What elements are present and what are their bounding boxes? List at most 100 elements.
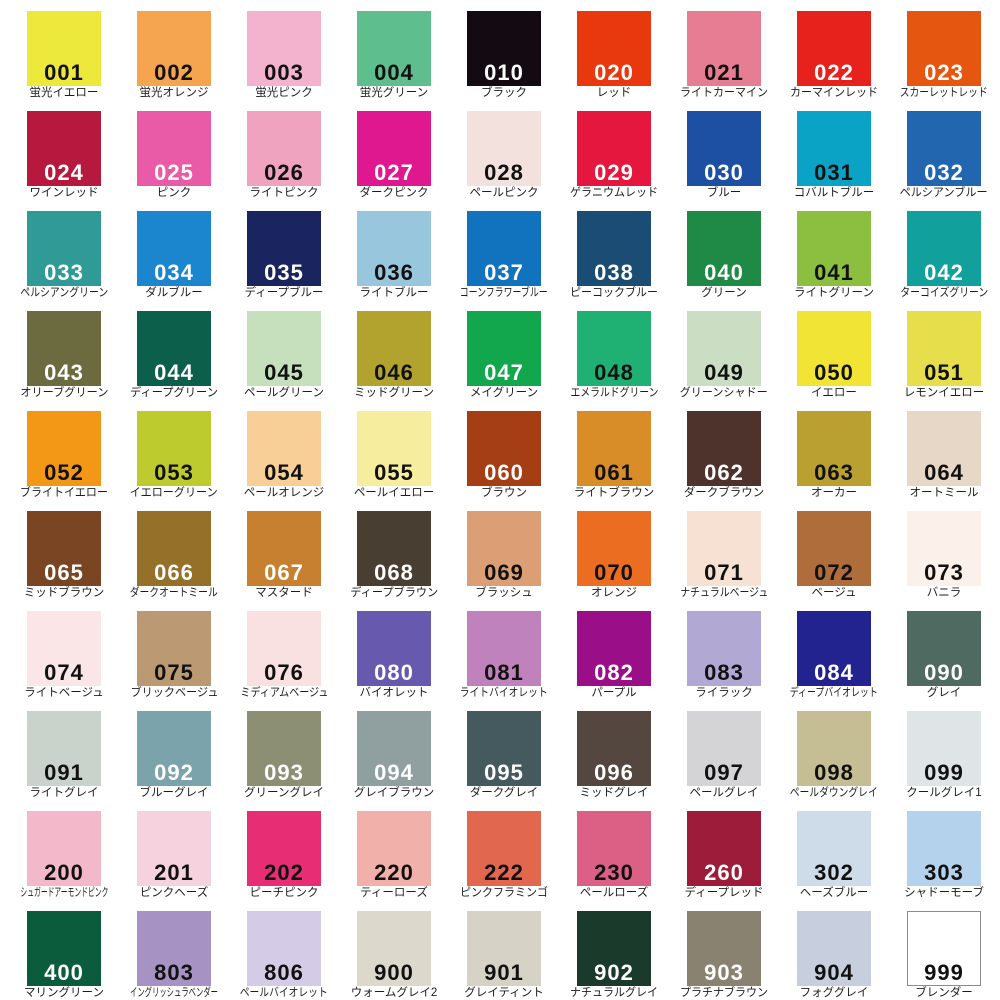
- color-swatch[interactable]: 220: [357, 811, 431, 886]
- color-swatch[interactable]: 003: [247, 11, 321, 86]
- color-swatch[interactable]: 034: [137, 211, 211, 286]
- color-name: ミッドグリーン: [354, 387, 434, 399]
- color-swatch[interactable]: 036: [357, 211, 431, 286]
- color-name: ライラック: [695, 687, 753, 699]
- color-swatch[interactable]: 004: [357, 11, 431, 86]
- color-swatch[interactable]: 230: [577, 811, 651, 886]
- color-swatch[interactable]: 071: [687, 511, 761, 586]
- color-swatch[interactable]: 020: [577, 11, 651, 86]
- color-swatch[interactable]: 901: [467, 911, 541, 986]
- color-swatch[interactable]: 047: [467, 311, 541, 386]
- color-swatch[interactable]: 076: [247, 611, 321, 686]
- color-swatch[interactable]: 029: [577, 111, 651, 186]
- color-swatch[interactable]: 064: [907, 411, 981, 486]
- color-swatch[interactable]: 024: [27, 111, 101, 186]
- color-swatch[interactable]: 074: [27, 611, 101, 686]
- color-code: 010: [484, 60, 524, 85]
- color-swatch[interactable]: 806: [247, 911, 321, 986]
- color-swatch[interactable]: 073: [907, 511, 981, 586]
- color-swatch[interactable]: 021: [687, 11, 761, 86]
- color-code: 042: [924, 260, 964, 285]
- color-swatch[interactable]: 091: [27, 711, 101, 786]
- color-swatch[interactable]: 068: [357, 511, 431, 586]
- color-swatch[interactable]: 045: [247, 311, 321, 386]
- color-swatch[interactable]: 040: [687, 211, 761, 286]
- color-swatch[interactable]: 400: [27, 911, 101, 986]
- color-swatch[interactable]: 038: [577, 211, 651, 286]
- color-swatch[interactable]: 046: [357, 311, 431, 386]
- color-swatch[interactable]: 043: [27, 311, 101, 386]
- color-swatch[interactable]: 096: [577, 711, 651, 786]
- color-swatch[interactable]: 095: [467, 711, 541, 786]
- color-swatch[interactable]: 044: [137, 311, 211, 386]
- color-swatch[interactable]: 902: [577, 911, 651, 986]
- color-swatch[interactable]: 010: [467, 11, 541, 86]
- color-swatch[interactable]: 055: [357, 411, 431, 486]
- color-swatch[interactable]: 037: [467, 211, 541, 286]
- color-swatch[interactable]: 062: [687, 411, 761, 486]
- color-swatch[interactable]: 002: [137, 11, 211, 86]
- color-swatch[interactable]: 069: [467, 511, 541, 586]
- color-swatch[interactable]: 303: [907, 811, 981, 886]
- color-swatch[interactable]: 260: [687, 811, 761, 886]
- color-swatch[interactable]: 202: [247, 811, 321, 886]
- color-swatch[interactable]: 082: [577, 611, 651, 686]
- color-code: 084: [814, 660, 854, 685]
- color-swatch[interactable]: 030: [687, 111, 761, 186]
- color-swatch[interactable]: 090: [907, 611, 981, 686]
- color-swatch[interactable]: 048: [577, 311, 651, 386]
- color-swatch[interactable]: 080: [357, 611, 431, 686]
- color-swatch[interactable]: 098: [797, 711, 871, 786]
- color-swatch[interactable]: 032: [907, 111, 981, 186]
- color-swatch[interactable]: 027: [357, 111, 431, 186]
- color-swatch[interactable]: 060: [467, 411, 541, 486]
- color-swatch[interactable]: 066: [137, 511, 211, 586]
- color-swatch[interactable]: 042: [907, 211, 981, 286]
- color-code: 020: [594, 60, 634, 85]
- color-swatch[interactable]: 035: [247, 211, 321, 286]
- color-swatch[interactable]: 001: [27, 11, 101, 86]
- color-swatch[interactable]: 093: [247, 711, 321, 786]
- color-swatch[interactable]: 222: [467, 811, 541, 886]
- color-swatch[interactable]: 999: [907, 911, 981, 986]
- color-swatch[interactable]: 063: [797, 411, 871, 486]
- color-swatch[interactable]: 065: [27, 511, 101, 586]
- color-swatch[interactable]: 067: [247, 511, 321, 586]
- color-swatch[interactable]: 092: [137, 711, 211, 786]
- color-swatch[interactable]: 200: [27, 811, 101, 886]
- color-swatch[interactable]: 053: [137, 411, 211, 486]
- color-swatch[interactable]: 083: [687, 611, 761, 686]
- color-swatch[interactable]: 081: [467, 611, 541, 686]
- color-swatch[interactable]: 900: [357, 911, 431, 986]
- color-name: ライトカーマイン: [679, 87, 769, 99]
- color-swatch[interactable]: 051: [907, 311, 981, 386]
- swatch-cell-220: 220 ティーローズ: [357, 811, 431, 900]
- color-swatch[interactable]: 041: [797, 211, 871, 286]
- color-swatch[interactable]: 201: [137, 811, 211, 886]
- color-swatch[interactable]: 025: [137, 111, 211, 186]
- color-swatch[interactable]: 070: [577, 511, 651, 586]
- color-swatch[interactable]: 031: [797, 111, 871, 186]
- color-swatch[interactable]: 023: [907, 11, 981, 86]
- color-swatch[interactable]: 803: [137, 911, 211, 986]
- color-swatch[interactable]: 028: [467, 111, 541, 186]
- color-swatch[interactable]: 094: [357, 711, 431, 786]
- color-swatch[interactable]: 099: [907, 711, 981, 786]
- color-code: 029: [594, 160, 634, 185]
- color-name: ティーローズ: [360, 887, 428, 899]
- color-swatch[interactable]: 072: [797, 511, 871, 586]
- color-swatch[interactable]: 022: [797, 11, 871, 86]
- color-swatch[interactable]: 904: [797, 911, 871, 986]
- color-swatch[interactable]: 052: [27, 411, 101, 486]
- color-swatch[interactable]: 026: [247, 111, 321, 186]
- color-swatch[interactable]: 033: [27, 211, 101, 286]
- color-swatch[interactable]: 075: [137, 611, 211, 686]
- color-swatch[interactable]: 049: [687, 311, 761, 386]
- color-swatch[interactable]: 097: [687, 711, 761, 786]
- color-swatch[interactable]: 054: [247, 411, 321, 486]
- color-swatch[interactable]: 903: [687, 911, 761, 986]
- color-swatch[interactable]: 061: [577, 411, 651, 486]
- color-swatch[interactable]: 084: [797, 611, 871, 686]
- color-swatch[interactable]: 050: [797, 311, 871, 386]
- color-swatch[interactable]: 302: [797, 811, 871, 886]
